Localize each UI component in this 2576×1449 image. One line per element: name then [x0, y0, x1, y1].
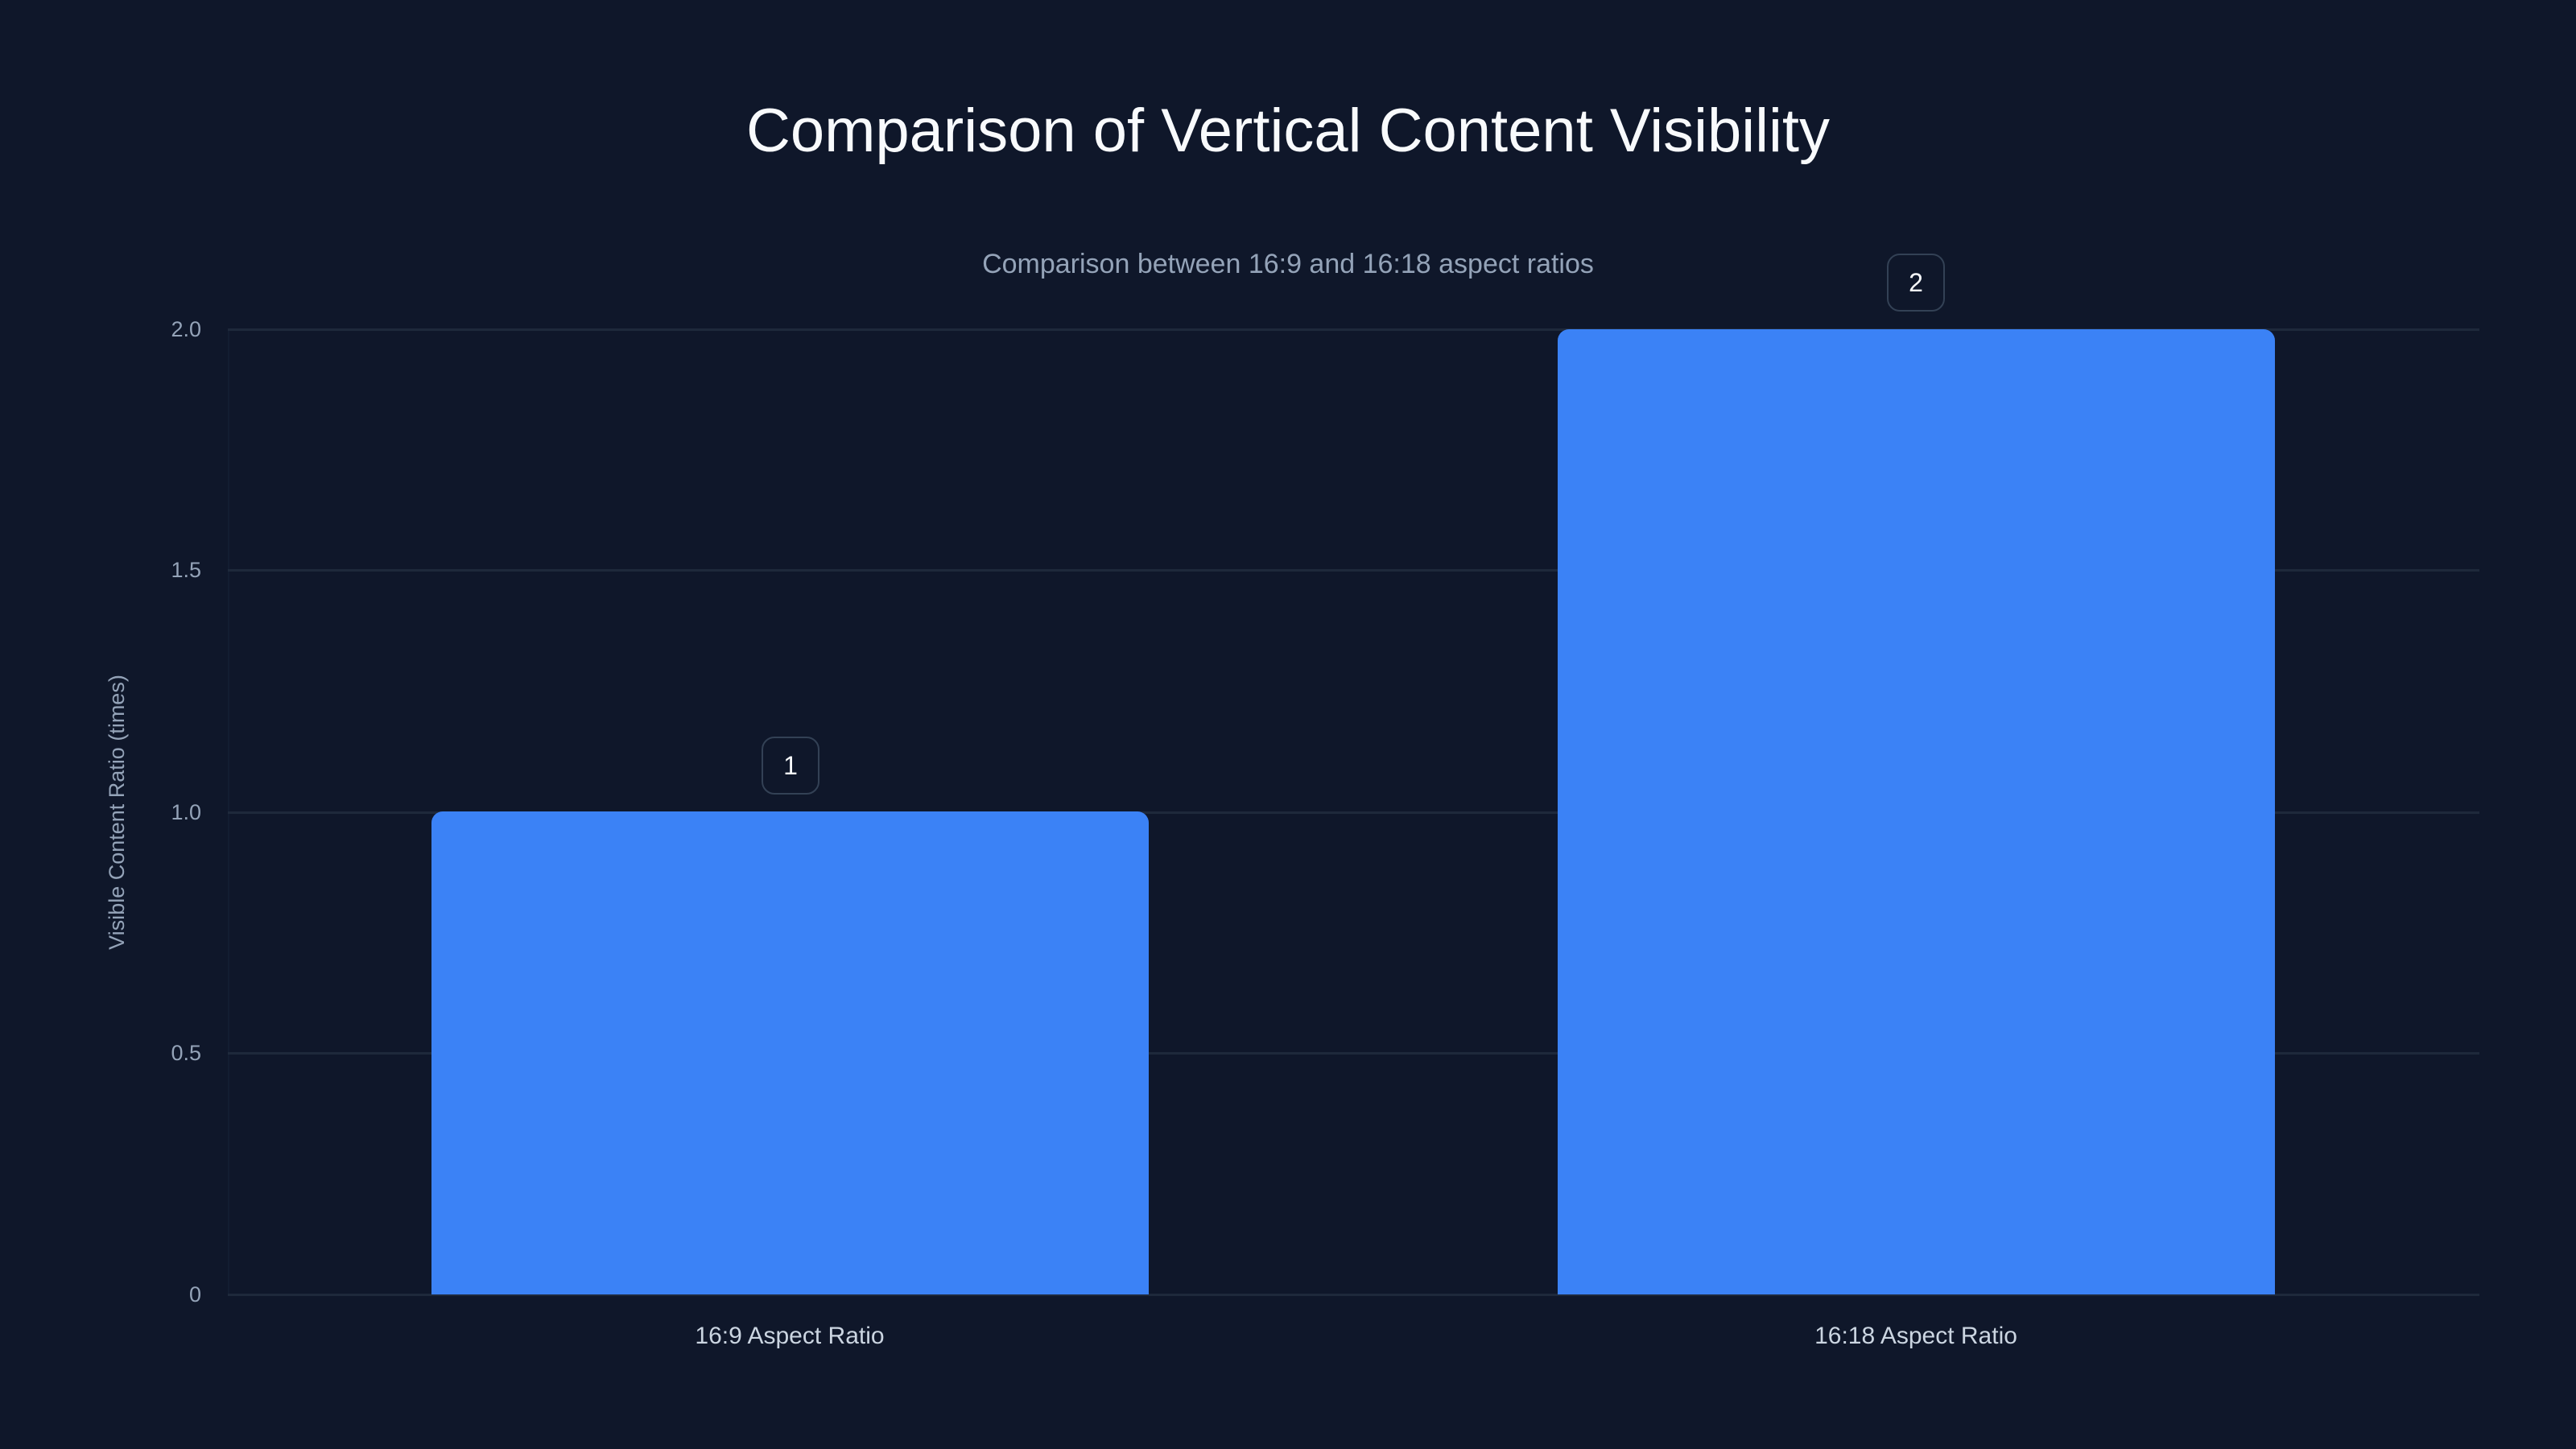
bar-16-9[interactable] [431, 811, 1149, 1294]
x-axis-baseline [228, 1294, 2479, 1296]
chart-subtitle: Comparison between 16:9 and 16:18 aspect… [982, 249, 1594, 279]
plot-area [228, 328, 2479, 1296]
bar-value-label-16-18: 2 [1887, 254, 1945, 312]
chart-title: Comparison of Vertical Content Visibilit… [745, 97, 1831, 165]
y-tick-1-5: 1.5 [171, 558, 201, 582]
gridline-2-0 [228, 328, 2479, 331]
gridline-1-0 [228, 811, 2479, 814]
y-tick-0: 0 [188, 1282, 201, 1307]
gridline-0-5 [228, 1052, 2479, 1055]
gridline-1-5 [228, 569, 2479, 572]
x-tick-16-18: 16:18 Aspect Ratio [1814, 1323, 2017, 1349]
bar-16-18[interactable] [1558, 329, 2275, 1294]
bar-value-label-16-9: 1 [762, 737, 819, 795]
y-tick-1-0: 1.0 [171, 800, 201, 824]
x-tick-16-9: 16:9 Aspect Ratio [695, 1323, 885, 1349]
y-tick-2-0: 2.0 [171, 317, 201, 341]
y-tick-0-5: 0.5 [171, 1041, 201, 1065]
